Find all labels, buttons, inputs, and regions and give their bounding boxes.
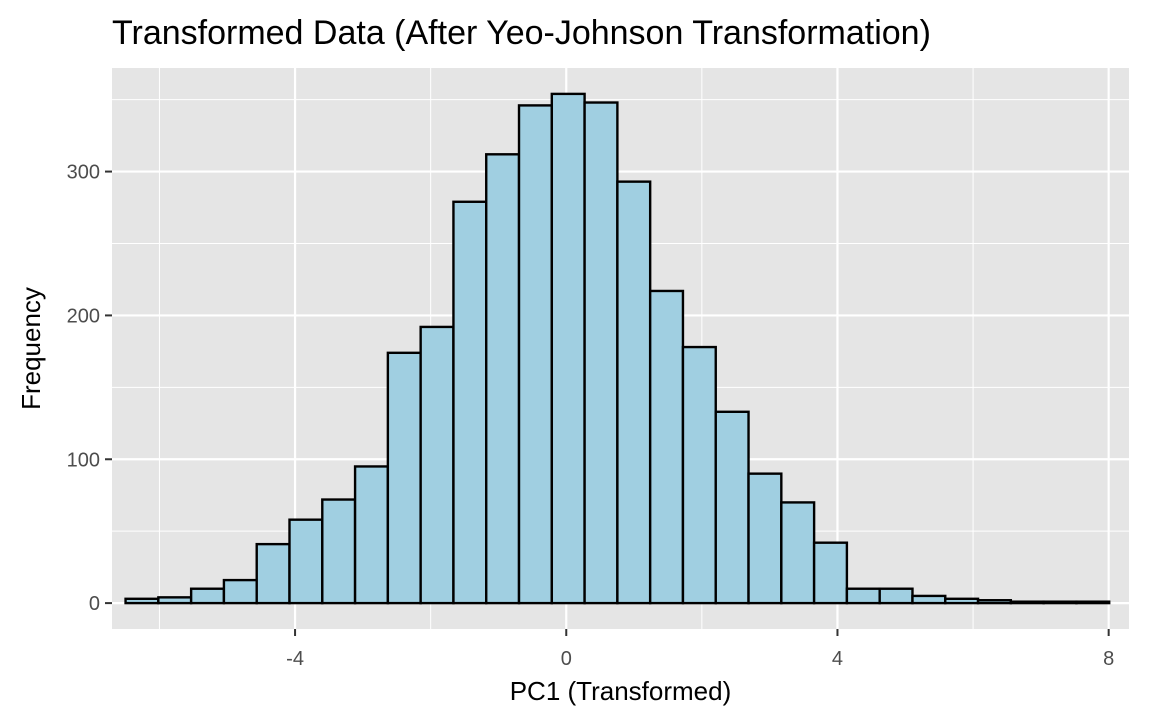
histogram-bar [255, 542, 291, 605]
histogram-bar [976, 599, 1013, 605]
histogram-bar [517, 104, 554, 605]
histogram-bar [124, 597, 160, 605]
histogram-bar [944, 597, 980, 605]
histogram-bar [780, 501, 816, 605]
histogram-bar [157, 596, 193, 605]
x-tick-label: 4 [832, 648, 843, 670]
y-tick-label: 100 [67, 449, 100, 471]
histogram-bar [550, 92, 586, 605]
histogram-bar [583, 101, 619, 605]
histogram-bar [911, 594, 947, 605]
histogram-bar [1009, 600, 1045, 605]
histogram-bars [124, 92, 1111, 605]
x-tick-label: 0 [561, 648, 572, 670]
histogram-bar [452, 200, 488, 605]
y-axis: 0 100 200 300 [67, 162, 112, 615]
histogram-bar [222, 578, 258, 605]
histogram-bar [1042, 600, 1078, 605]
histogram-bar [616, 180, 652, 605]
histogram-bar [419, 325, 455, 605]
chart-title: Transformed Data (After Yeo-Johnson Tran… [112, 14, 931, 52]
x-axis-title: PC1 (Transformed) [510, 676, 732, 706]
histogram-bar [648, 289, 685, 605]
histogram-bar [189, 587, 226, 605]
x-tick-label: -4 [286, 648, 304, 670]
histogram-bar [321, 498, 357, 605]
histogram-bar [747, 472, 783, 605]
y-axis-title: Frequency [16, 287, 46, 410]
x-tick-label: 8 [1103, 648, 1114, 670]
histogram-bar [812, 541, 849, 605]
histogram-bar [485, 153, 521, 605]
histogram-bar [681, 345, 717, 605]
histogram-bar [386, 351, 422, 605]
histogram-bar [353, 465, 390, 605]
x-axis: -4 0 4 8 [286, 629, 1114, 670]
y-tick-label: 0 [89, 593, 100, 615]
y-tick-label: 300 [67, 162, 100, 184]
histogram-bar [878, 587, 914, 605]
histogram-bar [845, 587, 881, 605]
histogram-bar [288, 518, 324, 605]
histogram-bar [1075, 600, 1111, 605]
y-tick-label: 200 [67, 305, 100, 327]
histogram-bar [714, 410, 750, 605]
